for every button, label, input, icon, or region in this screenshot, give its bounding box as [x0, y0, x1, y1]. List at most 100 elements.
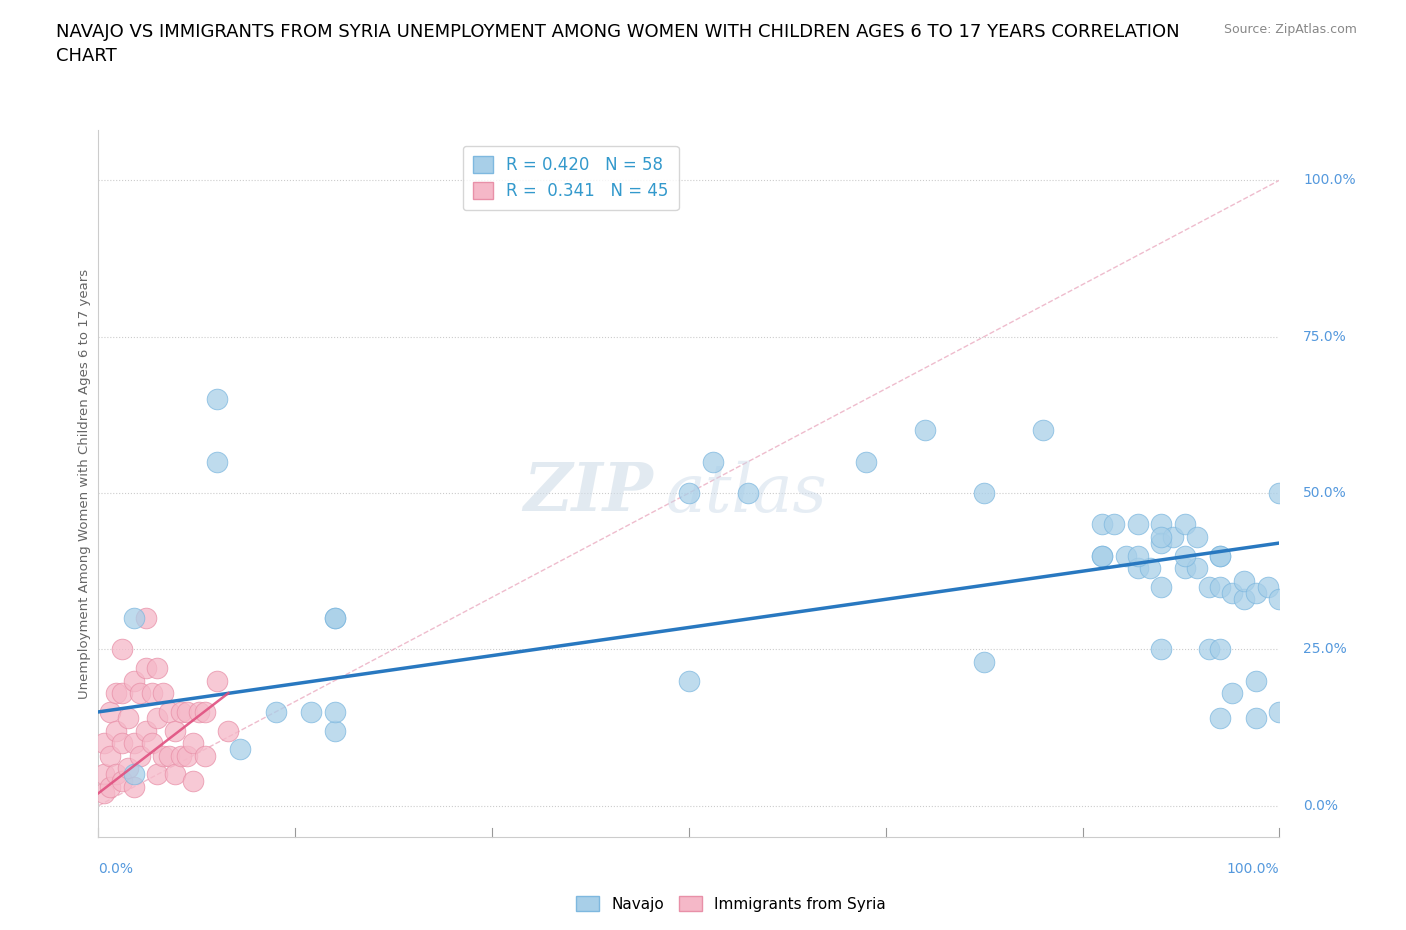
- Point: [98, 704, 121, 719]
- Point: [1150, 579, 1173, 594]
- Point: [157, 704, 180, 719]
- Point: [1244, 711, 1267, 725]
- Point: [914, 423, 936, 438]
- Text: Source: ZipAtlas.com: Source: ZipAtlas.com: [1223, 23, 1357, 36]
- Point: [1233, 573, 1256, 588]
- Point: [152, 685, 174, 700]
- Point: [1150, 517, 1173, 532]
- Text: 0.0%: 0.0%: [1303, 799, 1339, 813]
- Point: [1102, 517, 1125, 532]
- Point: [187, 704, 209, 719]
- Point: [111, 736, 134, 751]
- Point: [1209, 548, 1232, 563]
- Point: [299, 704, 322, 719]
- Point: [1244, 673, 1267, 688]
- Point: [105, 767, 128, 782]
- Point: [1198, 579, 1220, 594]
- Point: [1091, 548, 1114, 563]
- Legend: Navajo, Immigrants from Syria: Navajo, Immigrants from Syria: [569, 889, 893, 918]
- Point: [111, 773, 134, 788]
- Point: [678, 485, 700, 500]
- Y-axis label: Unemployment Among Women with Children Ages 6 to 17 years: Unemployment Among Women with Children A…: [79, 269, 91, 698]
- Point: [264, 704, 287, 719]
- Point: [105, 724, 128, 738]
- Point: [217, 724, 239, 738]
- Text: 25.0%: 25.0%: [1303, 643, 1347, 657]
- Point: [1209, 579, 1232, 594]
- Point: [1185, 561, 1208, 576]
- Point: [323, 724, 346, 738]
- Text: ZIP: ZIP: [523, 460, 654, 525]
- Point: [152, 749, 174, 764]
- Point: [170, 704, 193, 719]
- Point: [141, 685, 163, 700]
- Point: [323, 611, 346, 626]
- Text: 100.0%: 100.0%: [1227, 862, 1279, 876]
- Point: [1126, 548, 1149, 563]
- Point: [1126, 561, 1149, 576]
- Point: [1209, 642, 1232, 657]
- Point: [181, 736, 204, 751]
- Point: [165, 724, 187, 738]
- Point: [1150, 529, 1173, 544]
- Text: NAVAJO VS IMMIGRANTS FROM SYRIA UNEMPLOYMENT AMONG WOMEN WITH CHILDREN AGES 6 TO: NAVAJO VS IMMIGRANTS FROM SYRIA UNEMPLOY…: [56, 23, 1180, 65]
- Point: [122, 779, 145, 794]
- Point: [1257, 579, 1279, 594]
- Text: atlas: atlas: [665, 460, 827, 525]
- Point: [93, 786, 115, 801]
- Text: 75.0%: 75.0%: [1303, 329, 1347, 343]
- Legend: R = 0.420   N = 58, R =  0.341   N = 45: R = 0.420 N = 58, R = 0.341 N = 45: [463, 146, 679, 210]
- Point: [122, 767, 145, 782]
- Point: [1174, 517, 1197, 532]
- Point: [181, 773, 204, 788]
- Point: [1268, 704, 1291, 719]
- Point: [1244, 586, 1267, 601]
- Point: [146, 767, 169, 782]
- Text: 0.0%: 0.0%: [98, 862, 134, 876]
- Point: [1209, 711, 1232, 725]
- Point: [111, 642, 134, 657]
- Point: [1091, 517, 1114, 532]
- Point: [1126, 517, 1149, 532]
- Text: 100.0%: 100.0%: [1303, 173, 1355, 187]
- Point: [93, 736, 115, 751]
- Point: [176, 749, 198, 764]
- Point: [205, 673, 228, 688]
- Point: [117, 761, 139, 776]
- Point: [98, 779, 121, 794]
- Point: [1233, 591, 1256, 606]
- Point: [1174, 548, 1197, 563]
- Point: [973, 485, 995, 500]
- Point: [1150, 642, 1173, 657]
- Point: [128, 749, 150, 764]
- Point: [111, 685, 134, 700]
- Point: [1198, 642, 1220, 657]
- Point: [141, 736, 163, 751]
- Point: [117, 711, 139, 725]
- Point: [1268, 591, 1291, 606]
- Point: [1174, 561, 1197, 576]
- Point: [135, 724, 157, 738]
- Point: [122, 673, 145, 688]
- Point: [176, 704, 198, 719]
- Point: [323, 704, 346, 719]
- Point: [165, 767, 187, 782]
- Point: [1091, 548, 1114, 563]
- Point: [146, 660, 169, 675]
- Point: [1185, 529, 1208, 544]
- Point: [855, 454, 877, 469]
- Point: [146, 711, 169, 725]
- Point: [973, 655, 995, 670]
- Point: [135, 660, 157, 675]
- Point: [128, 685, 150, 700]
- Point: [135, 611, 157, 626]
- Point: [702, 454, 724, 469]
- Point: [1209, 548, 1232, 563]
- Point: [678, 673, 700, 688]
- Point: [1268, 485, 1291, 500]
- Point: [170, 749, 193, 764]
- Point: [98, 749, 121, 764]
- Point: [737, 485, 759, 500]
- Point: [1139, 561, 1161, 576]
- Point: [122, 736, 145, 751]
